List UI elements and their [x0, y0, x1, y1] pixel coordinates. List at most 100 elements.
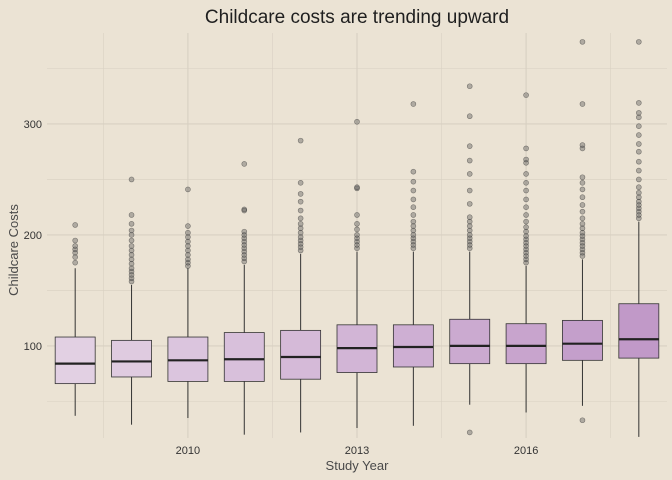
box-body	[562, 319, 603, 361]
outlier-point	[297, 207, 304, 214]
outlier-point	[72, 222, 78, 228]
outlier-point	[297, 179, 304, 186]
outlier-point	[128, 232, 135, 238]
outlier-point	[72, 243, 78, 249]
outlier-point	[297, 229, 304, 236]
outlier-point	[72, 259, 78, 266]
outlier-point	[523, 233, 529, 239]
outlier-point	[297, 198, 304, 205]
outlier-point	[636, 148, 642, 155]
outlier-point	[354, 184, 360, 191]
outlier-point	[636, 176, 642, 183]
outlier-point	[466, 171, 473, 177]
outlier-point	[636, 167, 642, 174]
outlier-point	[410, 223, 417, 229]
outlier-point	[128, 227, 135, 234]
outlier-point	[636, 189, 642, 196]
outlier-point	[466, 187, 473, 194]
outlier-point	[128, 256, 135, 263]
outlier-point	[523, 187, 529, 194]
outlier-point	[579, 221, 586, 227]
outlier-point	[636, 39, 642, 45]
outlier-point	[410, 178, 417, 185]
outlier-point	[410, 168, 417, 175]
outlier-point	[185, 223, 191, 229]
box-body	[167, 336, 209, 382]
outlier-point	[579, 215, 586, 222]
outlier-point	[523, 92, 529, 98]
outlier-point	[354, 118, 360, 125]
outlier-point	[354, 232, 360, 238]
box-body	[223, 332, 265, 382]
outlier-point	[466, 83, 473, 90]
outlier-point	[185, 234, 191, 240]
outlier-point	[579, 229, 586, 236]
axis-labels: 100 200 300 2010 2013 2016	[24, 119, 539, 457]
outlier-point	[466, 227, 473, 234]
box-body	[280, 329, 322, 380]
outlier-point	[128, 243, 135, 249]
outlier-point	[241, 228, 248, 235]
outlier-point	[185, 256, 191, 263]
outlier-point	[410, 227, 417, 234]
outlier-point	[128, 237, 135, 244]
outlier-point	[354, 226, 360, 233]
outlier-point	[354, 212, 360, 218]
y-tick-label: 100	[24, 341, 42, 353]
outlier-point	[410, 204, 417, 211]
outlier-point	[297, 137, 304, 144]
box-2017	[562, 39, 603, 424]
outlier-point	[523, 179, 529, 186]
outlier-point	[128, 247, 135, 254]
outlier-point	[636, 184, 642, 191]
outlier-point	[297, 225, 304, 232]
outlier-point	[636, 100, 642, 106]
box-2012	[280, 137, 322, 433]
outlier-point	[579, 225, 586, 232]
outlier-point	[523, 145, 529, 152]
outlier-point	[636, 158, 642, 165]
outlier-point	[523, 228, 529, 235]
outlier-point	[579, 186, 586, 193]
outlier-point	[128, 265, 135, 272]
outlier-point	[466, 429, 473, 436]
outlier-point	[185, 243, 191, 249]
outlier-point	[297, 221, 304, 227]
outlier-point	[636, 194, 642, 201]
box-2013	[336, 118, 378, 429]
outlier-point	[128, 252, 135, 258]
outlier-point	[410, 187, 417, 194]
outlier-point	[579, 142, 586, 148]
outlier-point	[466, 113, 473, 120]
outlier-point	[466, 232, 473, 238]
outlier-point	[579, 179, 586, 186]
box-body	[505, 323, 547, 365]
outlier-point	[466, 143, 473, 149]
outlier-point	[185, 247, 191, 254]
outlier-point	[241, 161, 248, 167]
outlier-point	[410, 218, 417, 225]
outlier-point	[466, 157, 473, 164]
outlier-point	[636, 198, 642, 205]
boxes-group	[54, 39, 660, 437]
outlier-point	[523, 204, 529, 211]
outlier-point	[579, 208, 586, 215]
outlier-point	[579, 174, 586, 181]
outlier-point	[466, 218, 473, 225]
outlier-point	[523, 218, 529, 225]
box-2011	[223, 161, 265, 435]
box-body	[392, 324, 434, 368]
box-body	[111, 339, 152, 378]
box-body	[449, 318, 491, 365]
outlier-point	[579, 101, 586, 107]
x-axis-title: Study Year	[326, 458, 390, 473]
outlier-point	[466, 223, 473, 229]
y-tick-label: 200	[24, 230, 42, 242]
outlier-point	[297, 191, 304, 197]
outlier-point	[297, 234, 304, 240]
outlier-point	[636, 114, 642, 121]
x-tick-label: 2010	[176, 445, 200, 457]
outlier-point	[579, 194, 586, 201]
